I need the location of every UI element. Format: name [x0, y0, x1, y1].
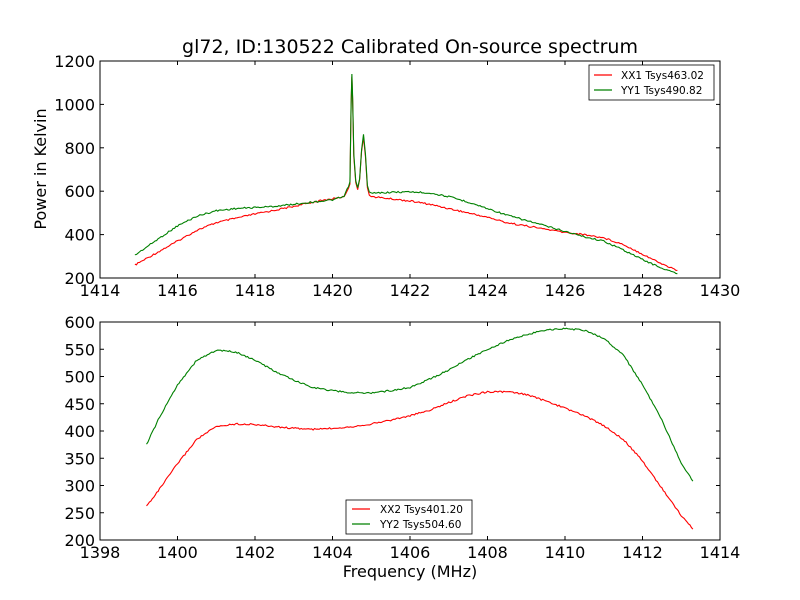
y-tick-label: 400 [64, 422, 95, 441]
x-tick-label: 1400 [157, 543, 198, 562]
y-tick-label: 800 [64, 139, 95, 158]
x-tick-label: 1428 [622, 281, 663, 300]
x-tick-label: 1424 [467, 281, 508, 300]
bottom-spectrum-chart: Frequency (MHz) 1398 1400 1402 1404 1406 1408… [64, 313, 740, 581]
y-tick-label: 200 [64, 531, 95, 550]
series-line-xx1 [134, 76, 678, 271]
x-tick-label: 1410 [545, 543, 586, 562]
x-axis-label: Frequency (MHz) [343, 562, 477, 581]
x-tick-label: 1422 [390, 281, 431, 300]
x-tick-label: 1418 [235, 281, 276, 300]
y-tick-label: 350 [64, 449, 95, 468]
y-tick-label: 1000 [54, 95, 95, 114]
bottom-legend: XX2 Tsys401.20 YY2 Tsys504.60 [345, 499, 473, 535]
y-tick-label: 400 [64, 226, 95, 245]
x-tick-label: 1416 [157, 281, 198, 300]
y-tick-label: 300 [64, 477, 95, 496]
legend-label-yy2: YY2 Tsys504.60 [379, 519, 461, 531]
y-tick-label: 200 [64, 269, 95, 288]
x-tick-label: 1420 [312, 281, 353, 300]
x-tick-label: 1426 [545, 281, 586, 300]
y-tick-label: 600 [64, 182, 95, 201]
series-line-xx2 [146, 390, 694, 530]
series-line-yy2 [146, 327, 694, 482]
top-plot-area: 1414 1416 1418 1420 1422 1424 1426 1428 1430 200 4… [54, 52, 740, 300]
legend-label-xx2: XX2 Tsys401.20 [380, 504, 463, 516]
x-tick-label: 1414 [80, 281, 121, 300]
x-tick-label: 1414 [700, 543, 741, 562]
x-tick-label: 1398 [80, 543, 121, 562]
top-spectrum-chart: gl72, ID:130522 Calibrated On-source spe… [31, 36, 740, 300]
x-tick-label: 1404 [312, 543, 353, 562]
y-tick-label: 1200 [54, 52, 95, 71]
top-legend: XX1 Tsys463.02 YY1 Tsys490.82 [588, 64, 715, 101]
legend-label-yy1: YY1 Tsys490.82 [620, 85, 702, 97]
y-tick-label: 500 [64, 368, 95, 387]
legend-label-xx1: XX1 Tsys463.02 [621, 70, 704, 82]
bottom-plot-area: 1398 1400 1402 1404 1406 1408 1410 1412 1414 200 2… [64, 313, 740, 562]
x-tick-label: 1406 [390, 543, 431, 562]
y-tick-label: 450 [64, 395, 95, 414]
top-legend-box [588, 64, 715, 101]
series-line-yy1 [134, 74, 678, 275]
chart-title: gl72, ID:130522 Calibrated On-source spe… [182, 36, 638, 58]
x-tick-label: 1408 [467, 543, 508, 562]
y-axis-label: Power in Kelvin [31, 108, 50, 229]
x-tick-label: 1430 [700, 281, 741, 300]
x-tick-label: 1402 [235, 543, 276, 562]
y-tick-label: 600 [64, 313, 95, 332]
y-tick-label: 250 [64, 504, 95, 523]
y-tick-label: 550 [64, 340, 95, 359]
x-tick-label: 1412 [622, 543, 663, 562]
bottom-legend-box [345, 499, 473, 535]
